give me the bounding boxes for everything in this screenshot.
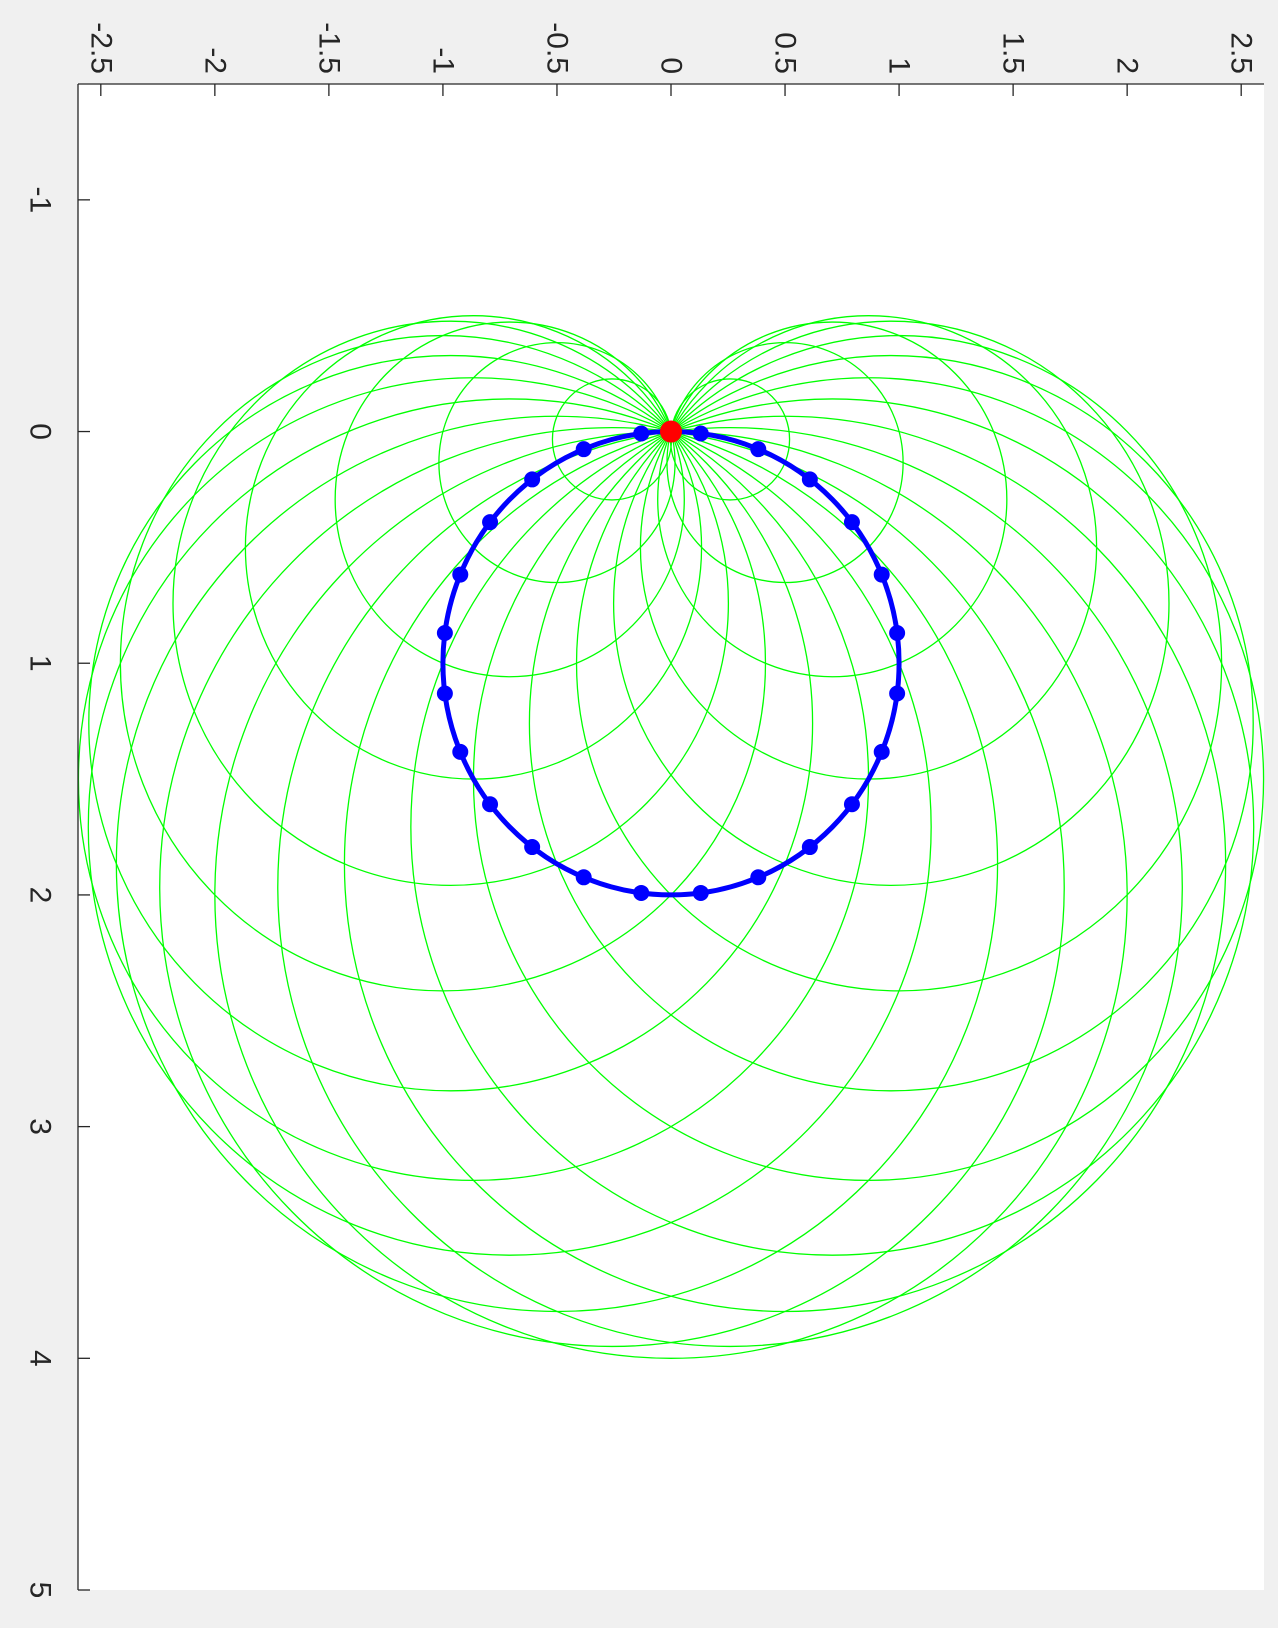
base-circle-marker bbox=[633, 425, 650, 442]
green-circle bbox=[159, 426, 1065, 1348]
base-circle-marker bbox=[482, 514, 499, 531]
green-circle bbox=[88, 354, 814, 1092]
y-tick-label: 0 bbox=[655, 57, 688, 74]
base-circle-marker bbox=[873, 566, 890, 583]
base-circle-marker bbox=[801, 839, 818, 856]
x-tick-label: 2 bbox=[24, 887, 57, 904]
y-tick-label: -2.5 bbox=[84, 22, 117, 74]
green-circle bbox=[612, 320, 1170, 887]
green-circle bbox=[334, 321, 685, 678]
base-circle-marker bbox=[750, 441, 767, 458]
base-circle-marker bbox=[801, 471, 818, 488]
green-circle bbox=[115, 415, 999, 1313]
base-circle-marker bbox=[843, 514, 860, 531]
base-circle-marker bbox=[843, 796, 860, 813]
y-tick-label: -2 bbox=[198, 47, 231, 74]
y-tick-label: 2 bbox=[1111, 57, 1144, 74]
base-circle-marker bbox=[873, 743, 890, 760]
base-circle-marker bbox=[436, 624, 453, 641]
base-circle-marker bbox=[575, 869, 592, 886]
base-circle-marker bbox=[524, 839, 541, 856]
base-circle-marker bbox=[692, 884, 709, 901]
x-tick-label: 1 bbox=[24, 655, 57, 672]
origin-point-group bbox=[660, 420, 682, 443]
green-circle bbox=[657, 321, 1008, 678]
base-circle-marker bbox=[750, 869, 767, 886]
green-circle bbox=[277, 426, 1183, 1348]
base-circle-marker bbox=[524, 471, 541, 488]
y-tick-label: -1.5 bbox=[312, 22, 345, 74]
base-circle-marker bbox=[889, 624, 906, 641]
base-circle-marker bbox=[889, 685, 906, 702]
origin-point bbox=[660, 420, 682, 443]
y-tick-label: 0.5 bbox=[769, 32, 802, 74]
y-tick-label: 2.5 bbox=[1225, 32, 1258, 74]
y-tick-label: -1 bbox=[426, 47, 459, 74]
y-tick-label: -0.5 bbox=[540, 22, 573, 74]
x-tick-label: -1 bbox=[24, 187, 57, 214]
base-circle-marker bbox=[452, 566, 469, 583]
base-circle-marker bbox=[575, 441, 592, 458]
x-tick-label: 4 bbox=[24, 1350, 57, 1367]
y-tick-label: 1.5 bbox=[997, 32, 1030, 74]
x-axis-ticks: -1 0 1 2 3 4 5 bbox=[24, 187, 90, 1599]
base-circle-markers bbox=[436, 425, 906, 901]
base-circle-marker bbox=[692, 425, 709, 442]
base-circle-marker bbox=[452, 743, 469, 760]
y-axis-ticks: -2.5 -2 -1.5 -1 -0.5 0 0.5 1 1.5 2 2.5 bbox=[84, 22, 1258, 96]
axes-background bbox=[78, 84, 1264, 1590]
base-circle-marker bbox=[633, 884, 650, 901]
green-circle bbox=[172, 320, 730, 887]
base-circle-marker bbox=[436, 685, 453, 702]
x-tick-label: 3 bbox=[24, 1118, 57, 1135]
green-circle bbox=[410, 398, 1255, 1256]
green-circle bbox=[87, 398, 932, 1256]
green-circle bbox=[528, 354, 1254, 1092]
y-tick-label: 1 bbox=[883, 57, 916, 74]
x-tick-label: 0 bbox=[24, 423, 57, 440]
base-circle-marker bbox=[482, 796, 499, 813]
x-tick-label: 5 bbox=[24, 1582, 57, 1599]
